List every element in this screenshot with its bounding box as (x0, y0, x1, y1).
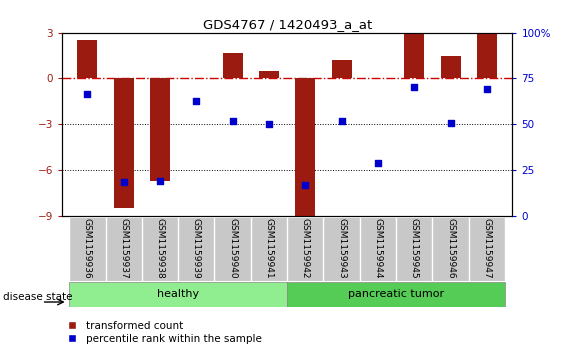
Text: GSM1159947: GSM1159947 (482, 218, 491, 279)
Point (446, 120, 455, 126)
Point (301, 183, 310, 188)
Point (265, 121, 274, 127)
Point (482, 86, 491, 92)
Text: healthy: healthy (157, 289, 199, 299)
Bar (105, 218, 142, 281)
Text: GSM1159946: GSM1159946 (446, 218, 455, 279)
Point (192, 98, 201, 104)
Bar (469, 218, 505, 281)
Bar (69, 218, 105, 281)
Point (337, 118, 346, 124)
Text: pancreatic tumor: pancreatic tumor (348, 289, 444, 299)
Bar (178, 218, 215, 281)
Point (410, 84, 419, 90)
Title: GDS4767 / 1420493_a_at: GDS4767 / 1420493_a_at (203, 19, 372, 32)
Bar (404, 33, 425, 78)
Text: GSM1159936: GSM1159936 (83, 218, 92, 279)
Text: GSM1159940: GSM1159940 (228, 218, 237, 279)
Bar (150, 78, 170, 181)
Text: GSM1159939: GSM1159939 (192, 218, 201, 279)
Text: GSM1159944: GSM1159944 (373, 218, 382, 278)
Bar (114, 78, 133, 208)
Bar (432, 218, 469, 281)
Legend: transformed count, percentile rank within the sample: transformed count, percentile rank withi… (67, 321, 262, 344)
Bar (259, 71, 279, 78)
Bar (441, 56, 461, 78)
Bar (142, 218, 178, 281)
Bar (287, 282, 505, 307)
Text: GSM1159937: GSM1159937 (119, 218, 128, 279)
Text: GSM1159945: GSM1159945 (410, 218, 419, 279)
Bar (215, 218, 251, 281)
Bar (332, 60, 352, 78)
Point (83, 91, 92, 97)
Point (373, 160, 382, 166)
Text: GSM1159938: GSM1159938 (155, 218, 164, 279)
Bar (324, 218, 360, 281)
Bar (396, 218, 432, 281)
Bar (222, 53, 243, 78)
Bar (360, 218, 396, 281)
Point (155, 178, 164, 184)
Bar (287, 218, 324, 281)
Bar (77, 40, 97, 78)
Text: GSM1159941: GSM1159941 (265, 218, 274, 279)
Bar (296, 78, 315, 216)
Bar (477, 33, 497, 78)
Bar (69, 282, 287, 307)
Point (119, 179, 128, 185)
Point (228, 118, 237, 124)
Text: GSM1159942: GSM1159942 (301, 218, 310, 278)
Text: disease state: disease state (3, 291, 72, 302)
Bar (251, 218, 287, 281)
Text: GSM1159943: GSM1159943 (337, 218, 346, 279)
